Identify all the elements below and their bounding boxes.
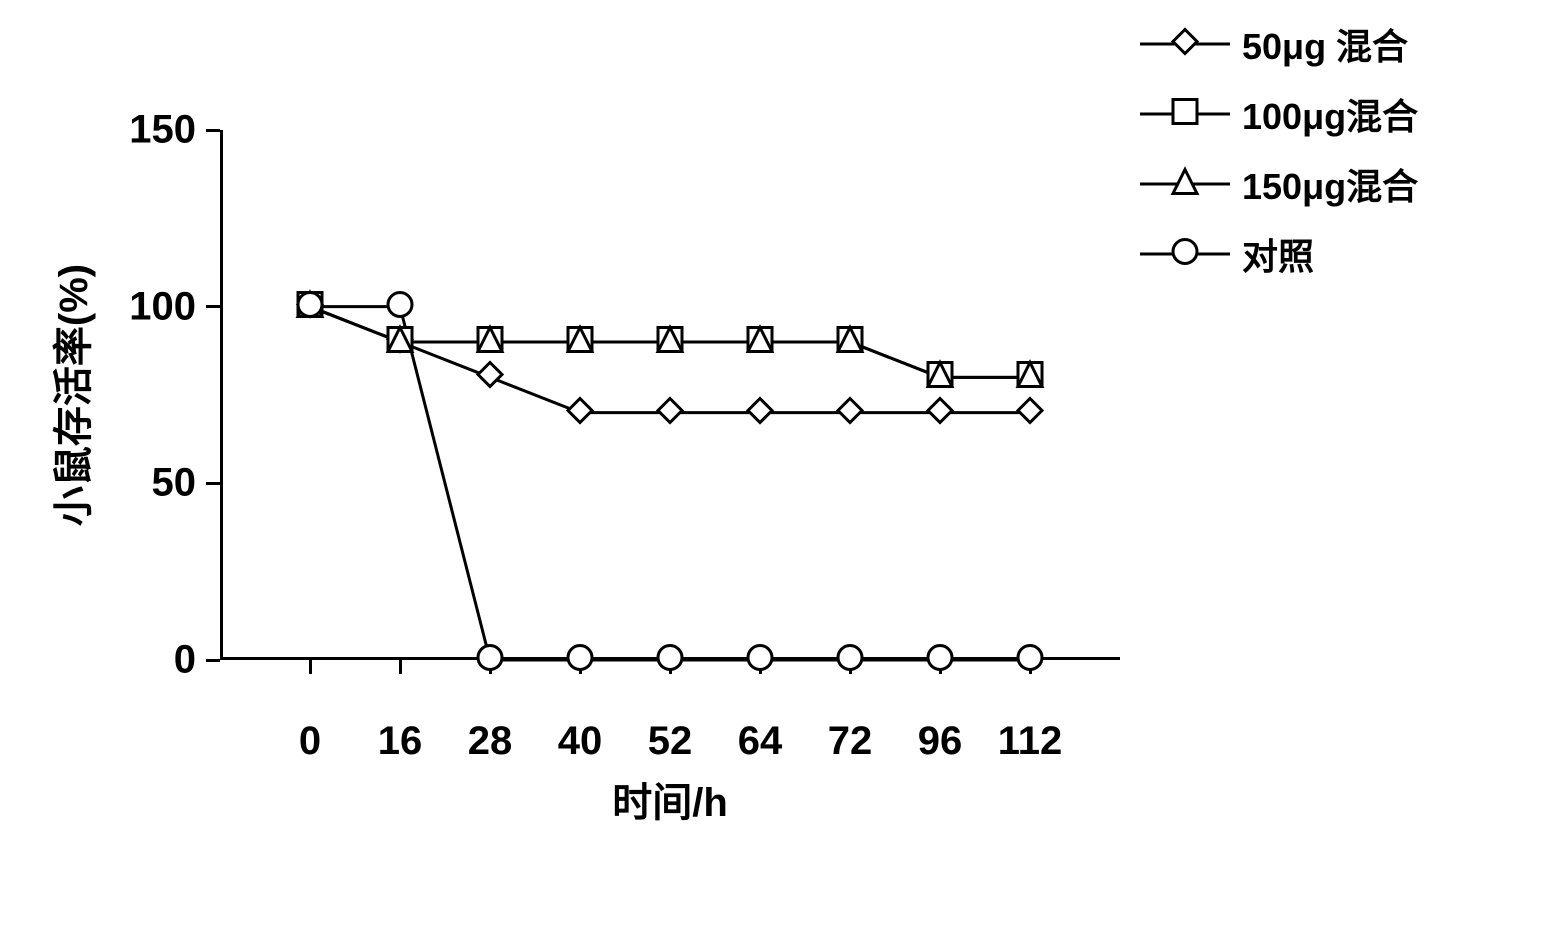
legend-label: 150μg混合 — [1242, 158, 1418, 210]
x-tick-label: 40 — [558, 719, 603, 764]
data-marker — [838, 328, 862, 357]
y-tick-label: 50 — [106, 461, 196, 506]
legend-swatch — [1140, 27, 1230, 61]
survival-chart: 小鼠存活率(%) 时间/h 05010015001628405264729611… — [0, 0, 1551, 951]
data-marker — [478, 363, 502, 392]
y-tick — [206, 659, 220, 662]
x-tick — [399, 660, 402, 674]
x-tick-label: 96 — [918, 719, 963, 764]
x-tick-label: 52 — [648, 719, 693, 764]
data-marker — [298, 292, 322, 321]
x-tick-label: 64 — [738, 719, 783, 764]
legend-label: 对照 — [1242, 228, 1314, 280]
legend-item: 50μg 混合 — [1140, 18, 1418, 70]
x-tick-label: 72 — [828, 719, 873, 764]
data-marker — [748, 328, 772, 357]
legend-swatch — [1140, 97, 1230, 131]
legend-label: 100μg混合 — [1242, 88, 1418, 140]
x-axis-title: 时间/h — [612, 770, 728, 828]
data-marker — [1018, 363, 1042, 392]
data-marker — [838, 398, 862, 427]
legend-label: 50μg 混合 — [1242, 18, 1408, 70]
data-marker — [568, 646, 592, 675]
series-line — [310, 307, 1030, 660]
x-tick-label: 28 — [468, 719, 513, 764]
legend-swatch — [1140, 167, 1230, 201]
data-marker — [478, 646, 502, 675]
data-marker — [838, 646, 862, 675]
y-tick-label: 100 — [106, 284, 196, 329]
series-lines — [220, 130, 1120, 660]
data-marker — [658, 328, 682, 357]
x-tick-label: 112 — [998, 719, 1063, 764]
data-marker — [928, 363, 952, 392]
y-tick-label: 150 — [106, 108, 196, 153]
x-tick — [309, 660, 312, 674]
data-marker — [748, 398, 772, 427]
data-marker — [1018, 398, 1042, 427]
data-marker — [388, 292, 412, 321]
plot-area: 050100150016284052647296112 — [220, 130, 1120, 660]
data-marker — [568, 328, 592, 357]
data-marker — [568, 398, 592, 427]
y-tick — [206, 482, 220, 485]
x-tick-label: 16 — [378, 719, 423, 764]
y-tick — [206, 129, 220, 132]
data-marker — [928, 646, 952, 675]
data-marker — [1018, 646, 1042, 675]
y-tick — [206, 305, 220, 308]
legend: 50μg 混合 100μg混合 150μg混合对照 — [1140, 18, 1418, 298]
legend-item: 150μg混合 — [1140, 158, 1418, 210]
data-marker — [748, 646, 772, 675]
y-tick-label: 0 — [106, 638, 196, 683]
data-marker — [478, 328, 502, 357]
data-marker — [658, 646, 682, 675]
data-marker — [388, 328, 412, 357]
data-marker — [658, 398, 682, 427]
legend-swatch — [1140, 237, 1230, 271]
x-tick-label: 0 — [299, 719, 321, 764]
data-marker — [928, 398, 952, 427]
legend-item: 对照 — [1140, 228, 1418, 280]
y-axis-title: 小鼠存活率(%) — [41, 264, 99, 526]
legend-item: 100μg混合 — [1140, 88, 1418, 140]
